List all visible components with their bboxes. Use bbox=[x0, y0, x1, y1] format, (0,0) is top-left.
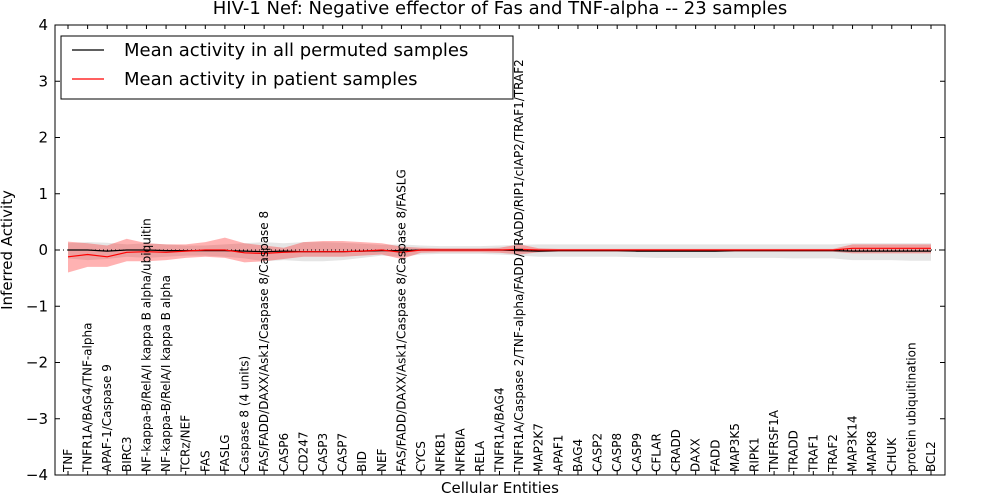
category-label: RELA bbox=[473, 440, 487, 472]
category-label: TRAF2 bbox=[826, 434, 840, 473]
category-label: RIPK1 bbox=[748, 437, 762, 472]
chart-title: HIV-1 Nef: Negative effector of Fas and … bbox=[213, 0, 788, 19]
category-label: BIRC3 bbox=[120, 436, 134, 472]
category-label: NEF bbox=[375, 448, 389, 472]
category-label: CASP2 bbox=[591, 433, 605, 472]
y-tick-label: −3 bbox=[26, 410, 48, 428]
legend-box bbox=[60, 35, 514, 100]
category-label: NF-kappa-B/RelA/I kappa B alpha bbox=[159, 275, 173, 472]
y-tick-label: 1 bbox=[38, 185, 48, 203]
series-line-patient bbox=[67, 247, 931, 258]
category-label: CFLAR bbox=[649, 433, 663, 472]
category-label: CRADD bbox=[669, 429, 683, 472]
category-label: CD247 bbox=[296, 431, 310, 472]
y-tick-label: 3 bbox=[38, 72, 48, 90]
confidence-bands bbox=[68, 237, 931, 273]
category-label: BID bbox=[355, 451, 369, 472]
category-label: TNFR1A/BAG4 bbox=[493, 387, 507, 473]
legend-entry-label: Mean activity in all permuted samples bbox=[124, 40, 468, 61]
category-label: MAP2K7 bbox=[532, 423, 546, 472]
category-label: BAG4 bbox=[571, 439, 585, 472]
category-label: FASLG bbox=[218, 434, 232, 472]
category-label: FAS bbox=[198, 450, 212, 472]
legend: Mean activity in all permuted samples Mea… bbox=[60, 35, 514, 100]
band-patient bbox=[68, 237, 931, 273]
category-label: TRAF1 bbox=[806, 434, 820, 473]
category-label: NF-kappa-B/RelA/I kappa B alpha/ubiquiti… bbox=[140, 218, 154, 472]
category-label: APAF1 bbox=[551, 435, 565, 472]
category-label: CYCS bbox=[414, 441, 428, 472]
axes: −4 −3 −2 −1 0 1 2 3 4 bbox=[26, 16, 946, 484]
category-label: NFKBIA bbox=[453, 427, 467, 472]
y-tick-label: −4 bbox=[26, 466, 48, 484]
category-label: CASP3 bbox=[316, 433, 330, 472]
category-labels: TNF TNFR1A/BAG4/TNF-alpha APAF-1/Caspase 9… bbox=[61, 59, 938, 473]
category-label: TCRz/NEF bbox=[179, 415, 193, 473]
y-tick-label: −1 bbox=[26, 297, 48, 315]
category-label: MAP3K14 bbox=[846, 415, 860, 472]
category-label: CASP8 bbox=[610, 433, 624, 472]
y-tick-label: −2 bbox=[26, 354, 48, 372]
category-label: CASP6 bbox=[277, 433, 291, 472]
category-label: TNFR1A/Caspase 2/TNF-alpha/FADD/TRADD/RI… bbox=[512, 59, 526, 473]
y-tick-label: 4 bbox=[38, 16, 48, 34]
category-label: CASP9 bbox=[630, 433, 644, 472]
series-lines bbox=[55, 247, 945, 258]
category-label: protein ubiquitination bbox=[904, 342, 918, 472]
category-label: FAS/FADD/DAXX/Ask1/Caspase 8/Caspase 8/F… bbox=[394, 169, 408, 472]
legend-entry-label: Mean activity in patient samples bbox=[124, 69, 418, 90]
category-label: FADD bbox=[708, 440, 722, 473]
category-label: CASP7 bbox=[336, 433, 350, 472]
x-axis-label: Cellular Entities bbox=[441, 479, 559, 497]
category-label: DAXX bbox=[689, 438, 703, 472]
category-label: CHUK bbox=[885, 437, 899, 472]
category-label: TNFR1A/BAG4/TNF-alpha bbox=[81, 323, 95, 473]
category-label: MAP3K5 bbox=[728, 423, 742, 472]
category-label: Caspase 8 (4 units) bbox=[238, 356, 252, 472]
category-label: FAS/FADD/DAXX/Ask1/Caspase 8/Caspase 8 bbox=[257, 211, 271, 472]
band-permuted bbox=[68, 242, 931, 262]
category-label: TNFRSF1A bbox=[767, 409, 781, 473]
category-label: NFKB1 bbox=[434, 432, 448, 472]
category-label: BCL2 bbox=[924, 441, 938, 472]
category-label: TRADD bbox=[787, 430, 801, 473]
category-label: TNF bbox=[61, 449, 75, 473]
y-tick-label: 0 bbox=[38, 241, 48, 259]
category-label: APAF-1/Caspase 9 bbox=[100, 364, 114, 472]
y-axis-label: Inferred Activity bbox=[0, 190, 16, 310]
y-tick-label: 2 bbox=[38, 129, 48, 147]
category-label: MAPK8 bbox=[865, 431, 879, 472]
